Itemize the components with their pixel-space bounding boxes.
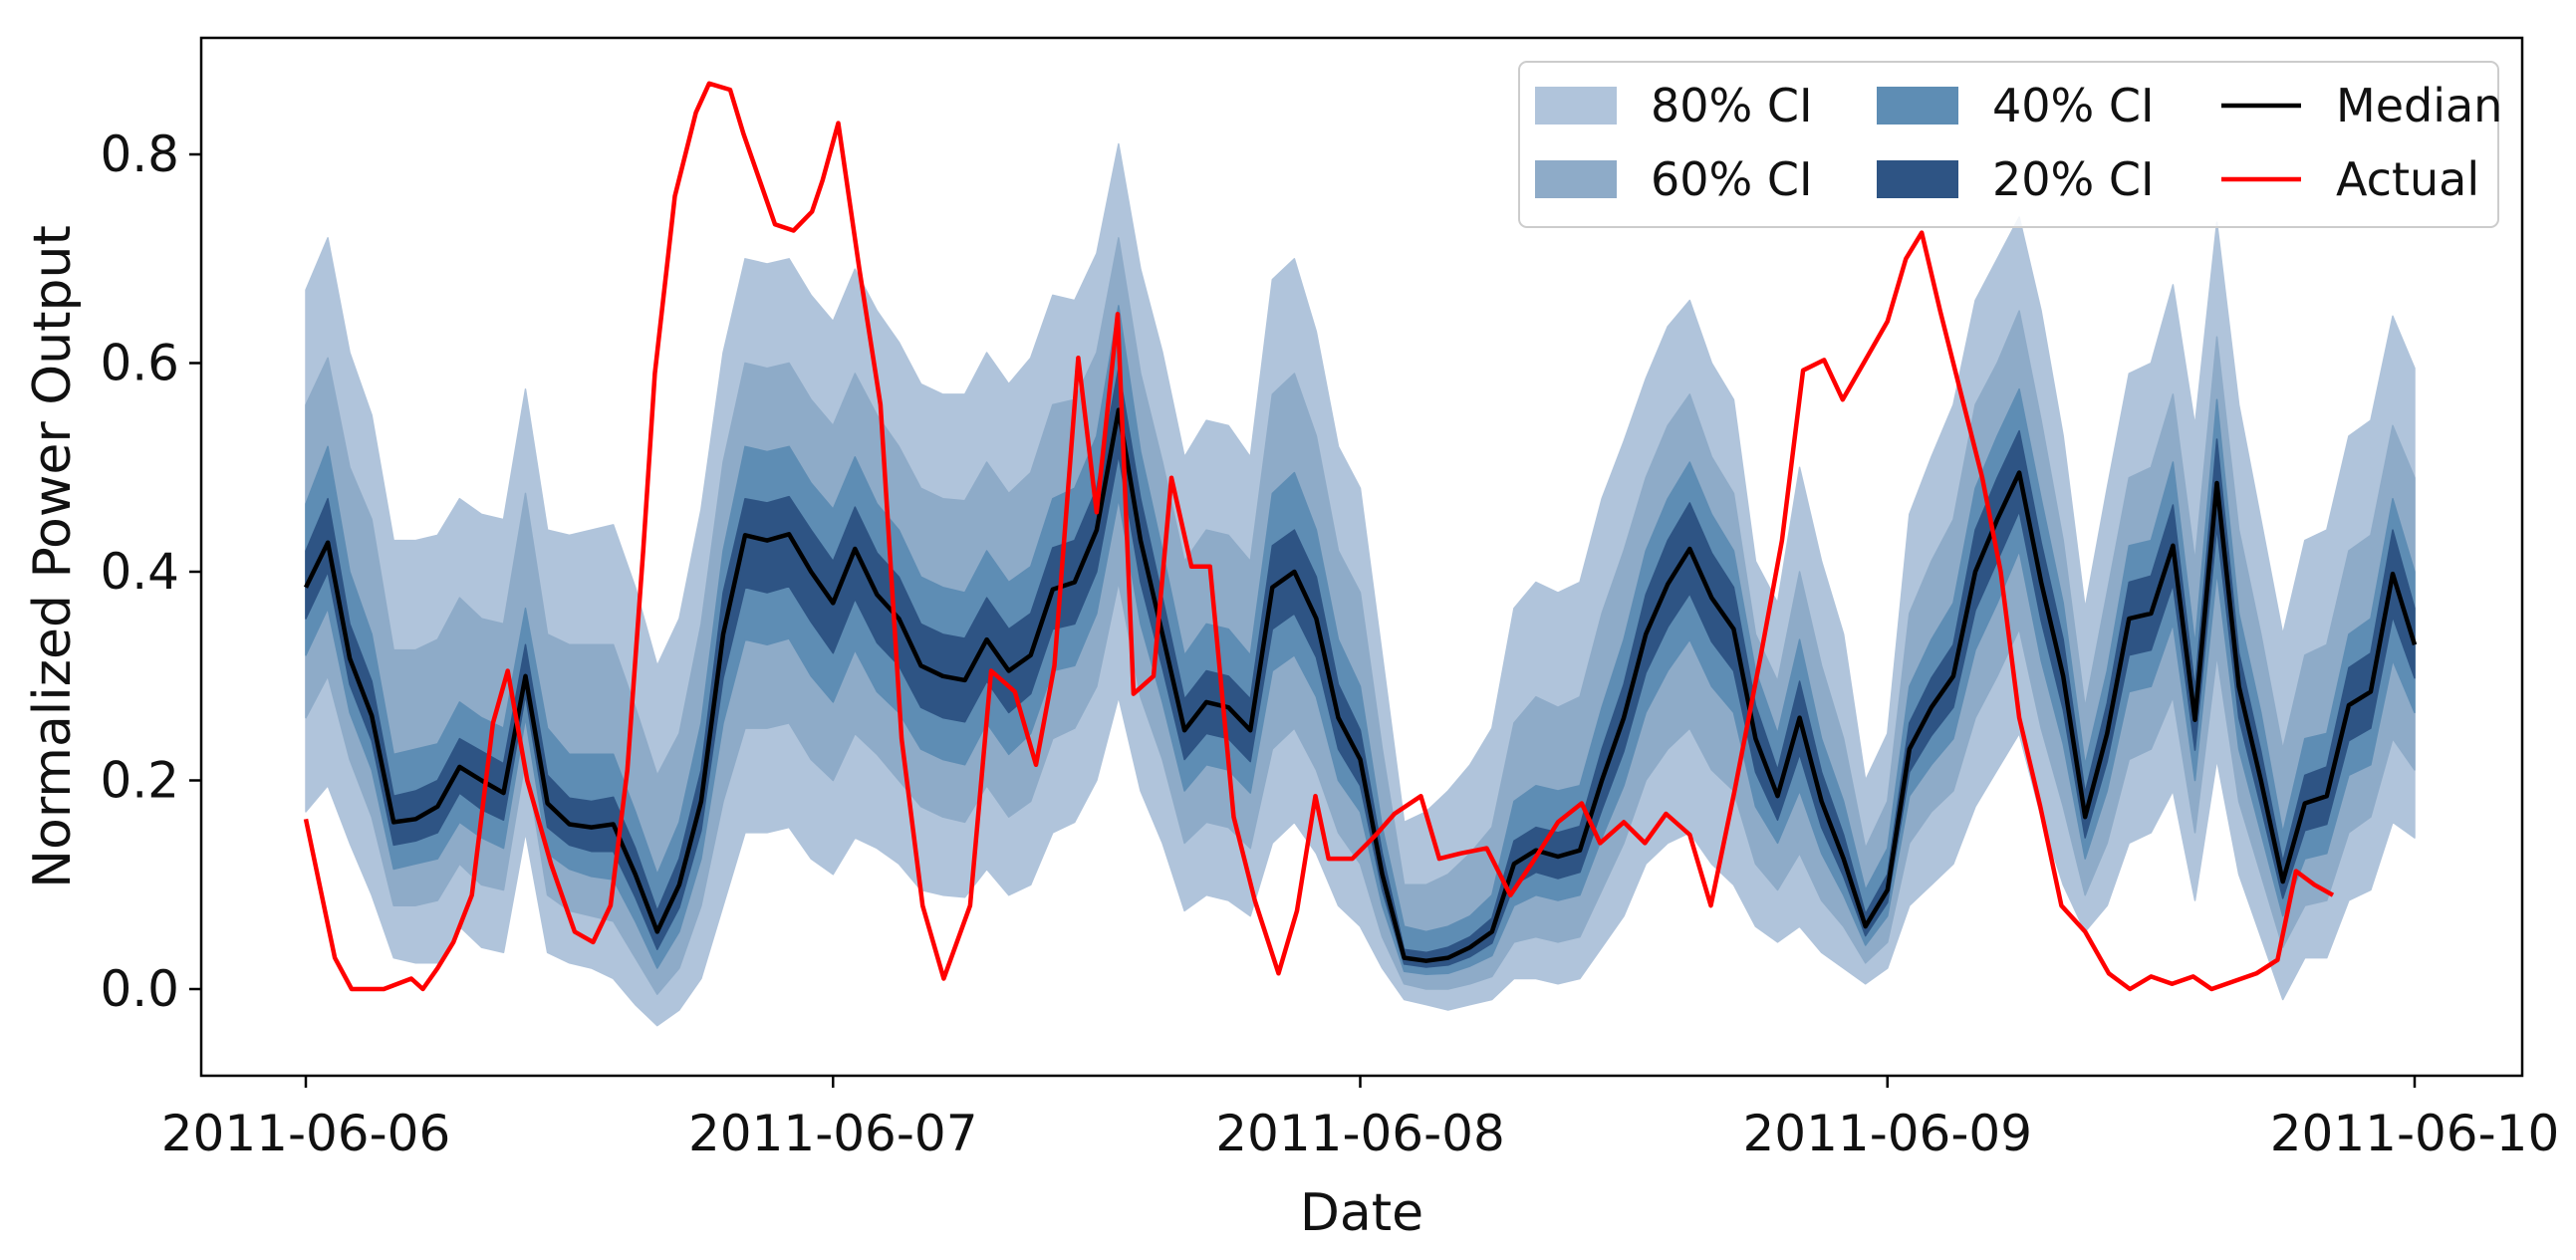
y-tick-label: 0.4 — [100, 543, 179, 601]
y-tick-label: 0.0 — [100, 960, 179, 1018]
legend-label: Actual — [2336, 152, 2479, 206]
x-tick-label: 2011-06-06 — [161, 1105, 451, 1162]
legend-label: 40% CI — [1992, 79, 2155, 132]
y-axis: 0.0 0.2 0.4 0.6 0.8 — [100, 126, 201, 1018]
y-tick-label: 0.2 — [100, 752, 179, 810]
series-lines — [303, 81, 2418, 992]
x-axis: 2011-06-06 2011-06-07 2011-06-08 2011-06-09… — [161, 1076, 2560, 1162]
x-tick-label: 2011-06-09 — [1742, 1105, 2032, 1162]
x-axis-label: Date — [1300, 1183, 1423, 1243]
ci-band-60 — [305, 237, 2416, 995]
legend-label: 60% CI — [1651, 152, 1813, 206]
x-tick-label: 2011-06-08 — [1215, 1105, 1505, 1162]
actual-line — [303, 81, 2335, 992]
legend-swatch — [1877, 160, 1958, 198]
median-line — [303, 407, 2418, 963]
legend: 80% CI 60% CI 40% CI 20% CI Median Actual — [1518, 61, 2502, 228]
ci-bands — [305, 142, 2416, 1027]
legend-box — [1518, 61, 2499, 228]
legend-swatch — [1535, 160, 1617, 198]
legend-label: 20% CI — [1992, 152, 2155, 206]
x-tick-label: 2011-06-10 — [2270, 1105, 2560, 1162]
x-tick-label: 2011-06-07 — [688, 1105, 978, 1162]
y-axis-label: Normalized Power Output — [23, 225, 83, 888]
y-tick-label: 0.8 — [100, 126, 179, 183]
y-tick-label: 0.6 — [100, 335, 179, 392]
legend-label: 80% CI — [1651, 79, 1813, 132]
ci-band-20 — [305, 367, 2416, 968]
legend-swatch — [1535, 87, 1617, 125]
legend-swatch — [1877, 87, 1958, 125]
legend-label: Median — [2336, 79, 2502, 132]
plot-frame — [199, 36, 2524, 1078]
